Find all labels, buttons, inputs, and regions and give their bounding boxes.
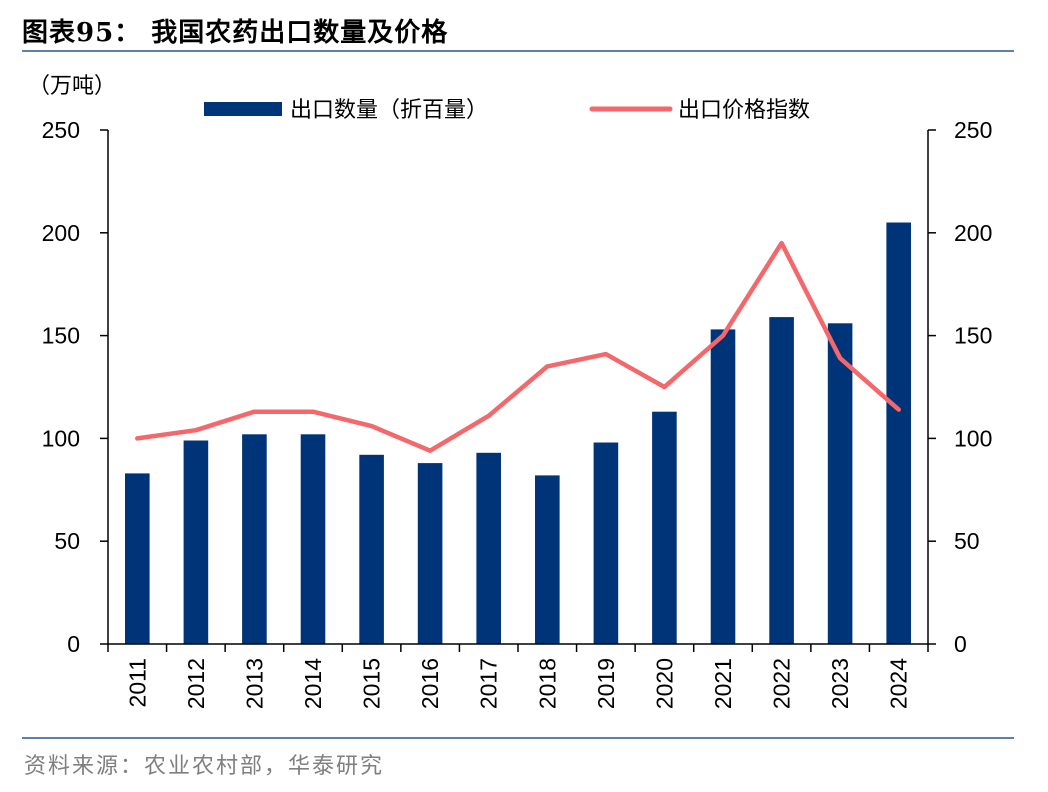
x-tick-label: 2023 — [827, 658, 853, 709]
right-tick-label: 0 — [954, 631, 967, 657]
left-tick-label: 200 — [42, 220, 80, 246]
axes: 0 0 50 50 100 100 150 150 200 200 250 250 2011 2012 20… — [42, 117, 993, 709]
bar-2019 — [593, 442, 619, 644]
left-tick-label: 150 — [42, 323, 80, 349]
bar-2024 — [886, 222, 911, 644]
bar-2014 — [300, 434, 326, 644]
left-tick-label: 100 — [42, 425, 80, 451]
x-tick-label: 2012 — [183, 658, 209, 709]
left-tick-label: 50 — [54, 528, 80, 554]
line-series — [135, 240, 901, 453]
x-tick-label: 2018 — [534, 658, 560, 709]
bar-series — [125, 222, 911, 644]
x-tick-label: 2019 — [593, 658, 619, 709]
chart-legend: 出口数量（折百量） 出口价格指数 — [204, 98, 810, 123]
figure-title: 图表95： 我国农药出口数量及价格 — [22, 18, 449, 48]
right-tick-label: 250 — [954, 117, 992, 143]
title-divider — [22, 50, 1014, 52]
x-tick-label: 2011 — [124, 658, 150, 707]
price-index-line — [135, 240, 901, 453]
source-divider — [22, 737, 1014, 739]
bar-2015 — [359, 454, 384, 644]
left-tick-label: 0 — [67, 631, 80, 657]
legend-bar-swatch — [204, 102, 282, 116]
right-tick-label: 200 — [954, 220, 992, 246]
bar-2018 — [535, 475, 560, 644]
right-tick-label: 100 — [954, 425, 992, 451]
bar-2023 — [827, 323, 853, 644]
x-tick-label: 2013 — [241, 658, 267, 709]
right-tick-label: 150 — [954, 323, 992, 349]
x-tick-label: 2016 — [417, 658, 443, 709]
x-tick-label: 2017 — [476, 658, 502, 709]
x-tick-label: 2014 — [300, 658, 326, 709]
bar-2016 — [417, 463, 443, 644]
x-tick-label: 2024 — [886, 658, 912, 709]
bar-2022 — [769, 317, 794, 644]
left-tick-label: 250 — [42, 117, 80, 143]
legend-bar-label: 出口数量（折百量） — [290, 98, 488, 123]
bar-2012 — [183, 440, 209, 644]
x-tick-label: 2015 — [359, 658, 385, 709]
bar-2011 — [125, 473, 150, 644]
bar-2020 — [652, 411, 677, 644]
x-tick-label: 2020 — [651, 658, 677, 709]
bar-2017 — [476, 452, 501, 644]
bar-2013 — [242, 434, 267, 644]
x-tick-label: 2021 — [710, 658, 736, 709]
left-axis-unit: （万吨） — [28, 74, 116, 99]
source-note: 资料来源：农业农村部，华泰研究 — [24, 754, 385, 779]
bar-2021 — [710, 329, 736, 644]
legend-line-label: 出口价格指数 — [678, 98, 810, 123]
right-tick-label: 50 — [954, 528, 980, 554]
x-tick-label: 2022 — [769, 658, 795, 709]
